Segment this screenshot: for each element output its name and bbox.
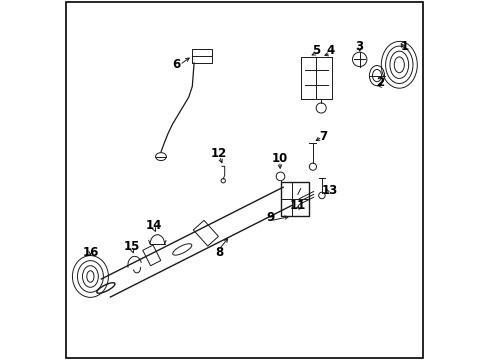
Bar <box>280 182 309 216</box>
Text: 7: 7 <box>319 130 327 143</box>
Bar <box>142 245 161 266</box>
Text: 11: 11 <box>289 199 305 212</box>
Text: 2: 2 <box>376 76 384 89</box>
Text: 8: 8 <box>215 246 223 258</box>
Text: 10: 10 <box>271 152 287 165</box>
Text: 5: 5 <box>311 44 319 57</box>
Text: 14: 14 <box>145 219 162 231</box>
Text: 12: 12 <box>211 147 227 159</box>
Text: 15: 15 <box>124 240 140 253</box>
Text: 16: 16 <box>82 246 99 258</box>
Text: 9: 9 <box>266 211 274 224</box>
Text: 1: 1 <box>400 40 408 53</box>
Text: 13: 13 <box>322 184 338 197</box>
Text: 3: 3 <box>355 40 363 53</box>
Text: 6: 6 <box>172 58 180 71</box>
Bar <box>193 220 218 246</box>
Text: 4: 4 <box>326 44 334 57</box>
